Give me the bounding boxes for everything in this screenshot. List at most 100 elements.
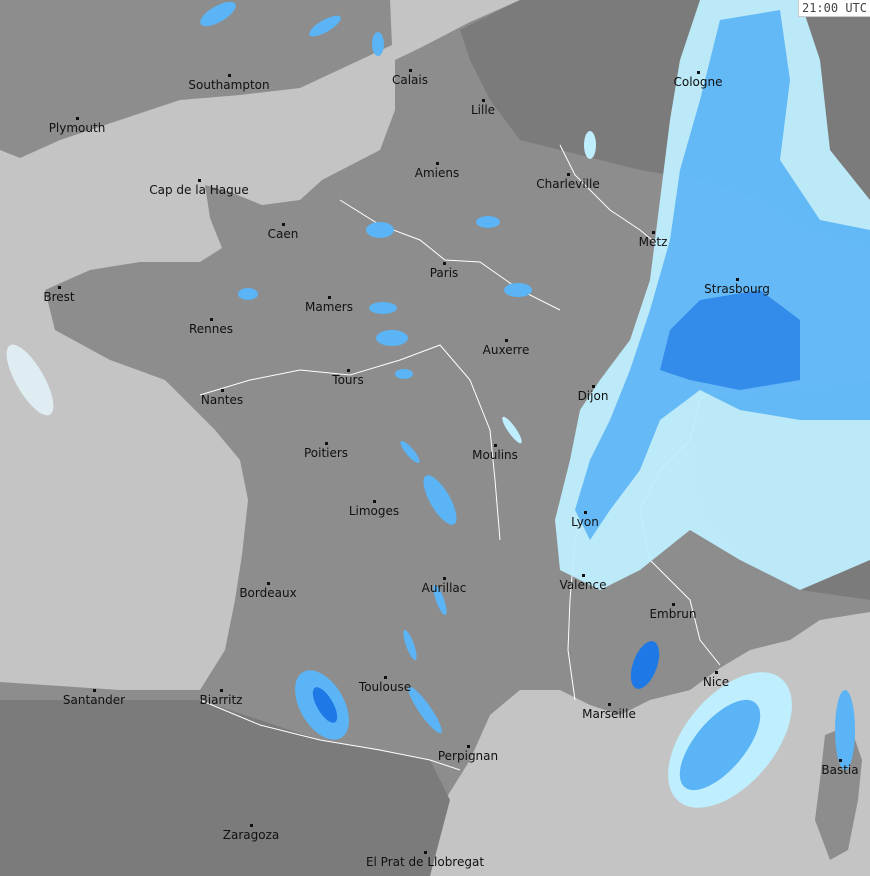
rain-cell — [423, 475, 457, 525]
city-label: Dijon — [577, 389, 609, 403]
city-label: Tours — [332, 373, 364, 387]
city-label: Auxerre — [482, 343, 530, 357]
city-dot — [58, 286, 61, 289]
city-label: Poitiers — [303, 446, 349, 460]
city-dot — [198, 179, 201, 182]
city-dot — [839, 759, 842, 762]
river-loire — [199, 344, 501, 541]
city-label: Amiens — [414, 166, 460, 180]
city-dot — [210, 318, 213, 321]
city-label: Southampton — [188, 78, 270, 92]
england-land — [0, 0, 392, 158]
city-label: Lyon — [571, 515, 599, 529]
city-dot — [347, 369, 350, 372]
rain-cell — [6, 344, 54, 416]
city-label: Calais — [391, 73, 429, 87]
city-label: Embrun — [649, 607, 697, 621]
city-dot — [608, 703, 611, 706]
city-dot — [697, 71, 700, 74]
city-dot — [715, 671, 718, 674]
city-label: Brest — [43, 290, 75, 304]
rain-cell — [403, 629, 417, 661]
city-dot — [220, 689, 223, 692]
city-dot — [325, 442, 328, 445]
city-dot — [443, 577, 446, 580]
city-dot — [221, 389, 224, 392]
city-label: Paris — [429, 266, 459, 280]
rain-cell — [835, 690, 855, 770]
rain-cell — [395, 369, 413, 379]
city-dot — [282, 223, 285, 226]
rain-cell — [372, 32, 384, 56]
city-dot — [424, 851, 427, 854]
city-dot — [672, 603, 675, 606]
rain-cell — [630, 641, 660, 689]
rain-cell — [679, 699, 761, 791]
rain-band-east-mid — [575, 10, 870, 540]
city-label: Cologne — [673, 75, 723, 89]
city-label: Nice — [702, 675, 730, 689]
rain-band-east-heavy — [660, 290, 800, 390]
city-label: Nantes — [200, 393, 244, 407]
city-dot — [250, 824, 253, 827]
city-label: Mamers — [305, 300, 353, 314]
rain-cell — [584, 131, 596, 159]
city-dot — [384, 676, 387, 679]
city-dot — [328, 296, 331, 299]
city-dot — [584, 511, 587, 514]
city-label: Metz — [638, 235, 668, 249]
rain-cell — [433, 584, 447, 616]
city-dot — [592, 385, 595, 388]
city-label: Strasbourg — [704, 282, 770, 296]
rain-cell — [369, 302, 397, 314]
city-dot — [76, 117, 79, 120]
city-label: Charleville — [536, 177, 600, 191]
rain-cell — [502, 416, 522, 444]
city-label: Bordeaux — [239, 586, 297, 600]
city-label: Santander — [62, 693, 126, 707]
city-label: Moulins — [472, 448, 518, 462]
city-label: Valence — [559, 578, 607, 592]
rain-cell — [309, 15, 341, 37]
city-dot — [436, 162, 439, 165]
precipitation-layer — [6, 0, 870, 808]
rain-cell — [408, 686, 442, 734]
city-dot — [443, 262, 446, 265]
city-label: Rennes — [188, 322, 234, 336]
city-dot — [267, 582, 270, 585]
city-dot — [505, 339, 508, 342]
city-dot — [93, 689, 96, 692]
rain-cell — [504, 283, 532, 297]
city-label: El Prat de Llobregat — [365, 855, 485, 869]
city-label: Caen — [267, 227, 299, 241]
city-dot — [736, 278, 739, 281]
rain-cell — [312, 687, 338, 723]
rain-cell — [476, 216, 500, 228]
rain-cell — [200, 1, 236, 27]
city-dot — [482, 99, 485, 102]
city-label: Limoges — [348, 504, 400, 518]
city-label: Lille — [470, 103, 496, 117]
city-label: Cap de la Hague — [149, 183, 249, 197]
city-label: Perpignan — [437, 749, 499, 763]
city-dot — [373, 500, 376, 503]
city-label: Bastia — [821, 763, 859, 777]
city-label: Aurillac — [421, 581, 467, 595]
city-dot — [409, 69, 412, 72]
city-label: Plymouth — [48, 121, 106, 135]
city-dot — [582, 574, 585, 577]
timestamp-label: 21:00 UTC — [797, 0, 870, 17]
city-dot — [567, 173, 570, 176]
rain-cell — [400, 440, 420, 464]
rain-cell — [366, 222, 394, 238]
city-dot — [228, 74, 231, 77]
spain-region — [0, 700, 450, 876]
city-label: Zaragoza — [222, 828, 280, 842]
rain-cell — [376, 330, 408, 346]
city-dot — [467, 745, 470, 748]
city-dot — [494, 444, 497, 447]
city-dot — [652, 231, 655, 234]
rain-cell — [238, 288, 258, 300]
